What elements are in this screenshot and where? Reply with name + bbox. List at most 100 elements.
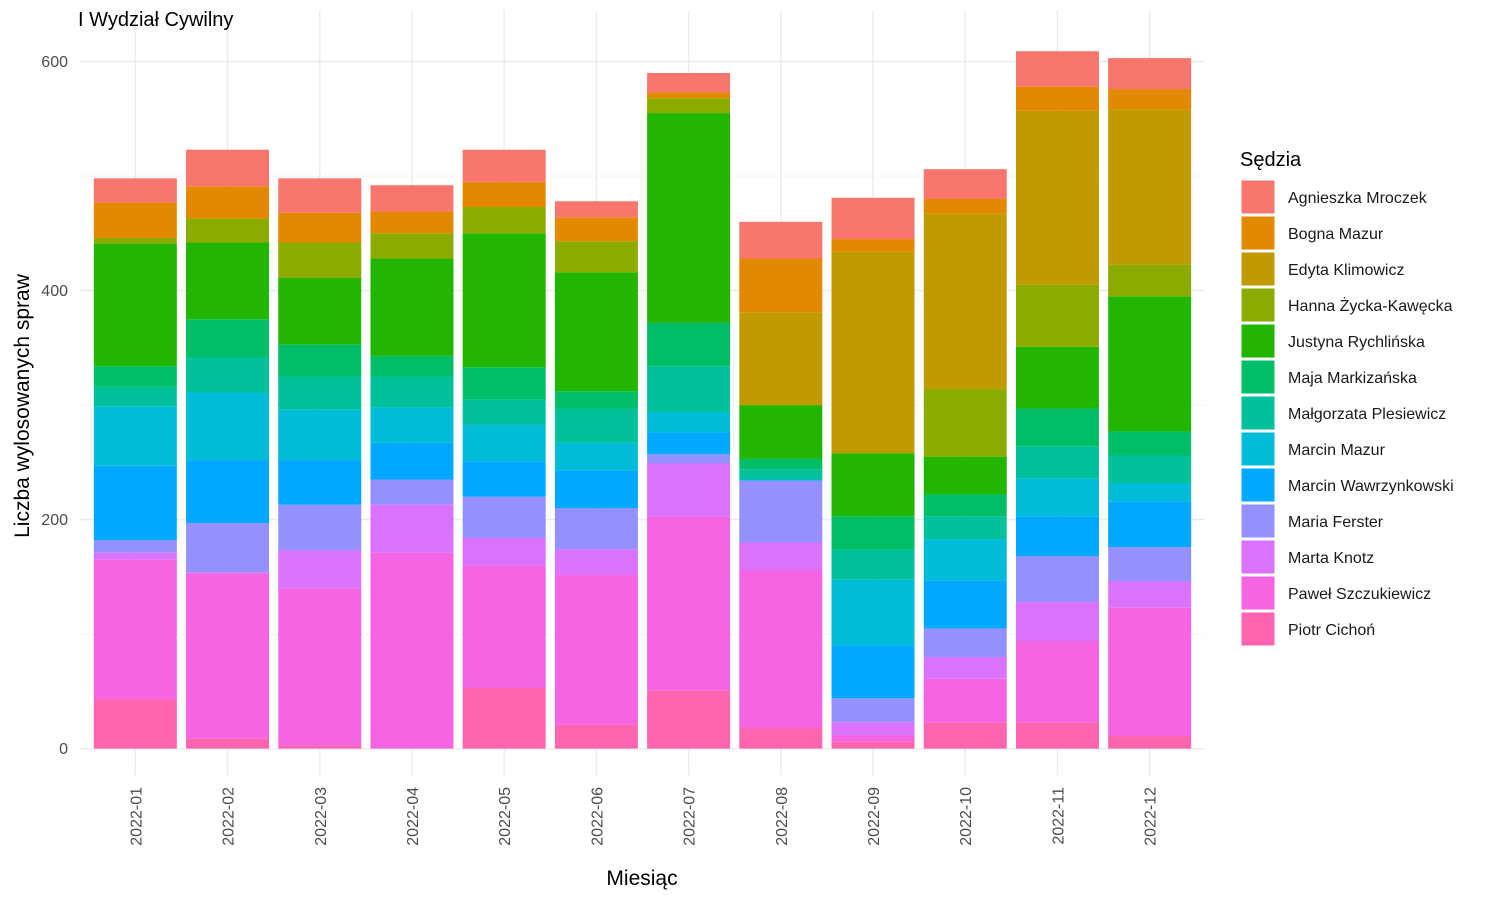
bar-stack-2022-06	[554, 201, 638, 749]
bar-segment	[186, 218, 270, 243]
bar-stack-2022-05	[462, 149, 546, 749]
x-tick-label: 2022-01	[128, 787, 145, 846]
bar-segment	[831, 516, 915, 550]
bar-segment	[278, 344, 362, 377]
bar-segment	[1015, 284, 1099, 347]
bar-stack-2022-04	[370, 185, 454, 749]
legend-key	[1240, 395, 1276, 431]
legend-item: Marcin Wawrzynkowski	[1240, 467, 1454, 503]
bar-segment	[370, 185, 454, 212]
bar-segment	[93, 699, 177, 749]
bar-segment	[1015, 446, 1099, 479]
bar-segment	[1108, 736, 1192, 749]
bar-segment	[186, 738, 270, 749]
bar-segment	[554, 241, 638, 273]
bar-segment	[1108, 89, 1192, 110]
y-tick-label: 400	[41, 283, 68, 300]
legend-key	[1240, 359, 1276, 395]
bar-segment	[554, 574, 638, 725]
legend-item: Piotr Cichoń	[1240, 611, 1375, 647]
bar-segment	[923, 628, 1007, 658]
bar-segment	[186, 356, 270, 393]
bar-segment	[647, 454, 731, 464]
bar-segment	[647, 113, 731, 323]
bar-segment	[278, 242, 362, 278]
legend-key	[1240, 323, 1276, 359]
bar-segment	[739, 405, 823, 459]
bar-segment	[93, 559, 177, 700]
x-tick-label: 2022-07	[682, 787, 699, 846]
legend-key	[1240, 539, 1276, 575]
legend-item: Marcin Mazur	[1240, 431, 1386, 467]
bar-segment	[554, 442, 638, 471]
legend-label: Marta Knotz	[1288, 550, 1374, 567]
bar-segment	[831, 741, 915, 749]
bar-segment	[93, 386, 177, 407]
bar-segment	[1108, 109, 1192, 265]
bar-segment	[1015, 478, 1099, 517]
bar-segment	[554, 549, 638, 575]
bar-segment	[554, 391, 638, 409]
x-axis-title: Miesiąc	[606, 867, 677, 890]
bar-segment	[370, 479, 454, 505]
bar-segment	[93, 237, 177, 244]
axes-layer: 0 200 400 600 2022-01 2022-02 2022-03 2022-04 20…	[41, 54, 1159, 846]
bar-segment	[923, 516, 1007, 540]
legend-label: Maria Ferster	[1288, 514, 1384, 531]
bar-segment	[647, 72, 731, 93]
bar-segment	[186, 523, 270, 573]
bar-segment	[1108, 455, 1192, 483]
bar-segment	[370, 211, 454, 234]
legend-title: Sędzia	[1240, 149, 1302, 171]
legend-item: Agnieszka Mroczek	[1240, 179, 1428, 215]
bar-segment	[831, 549, 915, 580]
legend-label: Justyna Rychlińska	[1288, 334, 1425, 351]
bar-segment	[462, 496, 546, 538]
bar-segment	[462, 424, 546, 462]
bar-segment	[554, 217, 638, 242]
y-axis-title: Liczba wylosowanych spraw	[11, 273, 34, 538]
bar-segment	[462, 687, 546, 749]
x-tick-label: 2022-03	[313, 787, 330, 846]
bar-segment	[370, 258, 454, 356]
bar-segment	[923, 722, 1007, 749]
bars-layer	[93, 51, 1192, 749]
bar-segment	[93, 243, 177, 367]
bar-segment	[278, 745, 362, 749]
bar-segment	[186, 186, 270, 219]
bar-stack-2022-09	[831, 197, 915, 749]
legend-label: Maja Markizańska	[1288, 370, 1417, 387]
legend-key	[1240, 215, 1276, 251]
bar-segment	[554, 408, 638, 443]
bar-segment	[1015, 86, 1099, 111]
bar-segment	[1108, 501, 1192, 548]
bar-segment	[1015, 51, 1099, 87]
legend-label: Małgorzata Plesiewicz	[1288, 406, 1446, 423]
bar-segment	[186, 149, 270, 187]
bar-segment	[647, 690, 731, 749]
bar-segment	[1108, 58, 1192, 90]
bar-segment	[923, 580, 1007, 629]
legend-label: Marcin Mazur	[1288, 442, 1386, 459]
bar-segment	[278, 212, 362, 243]
bar-segment	[923, 657, 1007, 679]
bar-segment	[370, 504, 454, 553]
bar-segment	[831, 722, 915, 735]
bar-segment	[186, 572, 270, 574]
bar-segment	[278, 376, 362, 410]
bar-segment	[93, 178, 177, 203]
bar-segment	[739, 221, 823, 259]
bar-segment	[370, 407, 454, 443]
bar-stack-2022-12	[1108, 58, 1192, 749]
bar-segment	[462, 181, 546, 207]
bar-segment	[831, 698, 915, 723]
bar-segment	[923, 389, 1007, 457]
bar-segment	[1108, 296, 1192, 432]
bar-segment	[831, 734, 915, 742]
legend-key	[1240, 251, 1276, 287]
x-tick-label: 2022-11	[1050, 787, 1067, 845]
bar-segment	[647, 463, 731, 517]
bar-segment	[739, 570, 823, 729]
bar-segment	[923, 678, 1007, 723]
